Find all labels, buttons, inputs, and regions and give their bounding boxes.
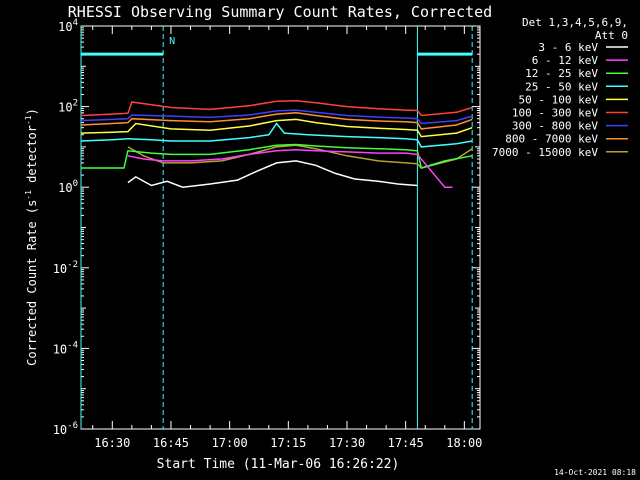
series-line [80,112,473,130]
annotations: N [169,36,175,47]
y-axis-label: Corrected Count Rate (s-1 detector-1) [24,108,39,366]
x-tick-labels: 16:30 16:45 17:00 17:15 17:30 17:45 18:00 [94,436,482,450]
series-line [81,143,473,169]
legend-item-label: 25 - 50 keV [525,80,598,93]
annotation-label: N [169,36,175,47]
y-tick-label: 104 [58,18,78,34]
x-axis-label: Start Time (11-Mar-06 16:26:22) [157,457,400,472]
x-tick-label: 17:15 [270,436,306,450]
series-line [127,148,453,188]
x-tick-label: 17:30 [329,436,365,450]
legend-item-label: 800 - 7000 keV [505,133,598,146]
legend-item-label: 7000 - 15000 keV [492,146,598,159]
plot-axes [80,25,481,430]
series-line [80,118,473,138]
series-line [127,144,473,169]
series-line [127,160,418,188]
x-tick-label: 16:30 [94,436,130,450]
legend-item-label: 6 - 12 keV [532,54,599,67]
legend-item-label: 50 - 100 keV [519,93,599,106]
y-tick-label: 10-2 [53,260,78,276]
x-tick-label: 16:45 [153,436,189,450]
timestamp: 14-Oct-2021 08:18 [554,468,636,477]
legend-header-line1: Det 1,3,4,5,6,9, [522,16,628,29]
legend-item-label: 300 - 800 keV [512,120,598,133]
x-tick-label: 17:45 [388,436,424,450]
legend-header-line2: Att 0 [595,29,628,42]
legend-item-label: 3 - 6 keV [538,41,598,54]
y-tick-labels: 104 102 100 10-2 10-4 10-6 [53,18,78,437]
y-tick-label: 10-6 [53,421,78,437]
legend-item-label: 100 - 300 keV [512,107,598,120]
y-tick-label: 102 [58,99,78,115]
series-lines [80,99,473,188]
series-line [80,109,473,125]
y-tick-label: 100 [58,179,78,195]
series-line [80,99,473,117]
vertical-markers [80,26,473,429]
x-tick-label: 18:00 [446,436,482,450]
y-tick-label: 10-4 [53,340,78,356]
series-line [80,122,473,148]
legend-item-label: 12 - 25 keV [525,67,598,80]
chart-title: RHESSI Observing Summary Count Rates, Co… [68,3,492,21]
plot-frame [80,25,481,430]
x-tick-label: 17:00 [212,436,248,450]
